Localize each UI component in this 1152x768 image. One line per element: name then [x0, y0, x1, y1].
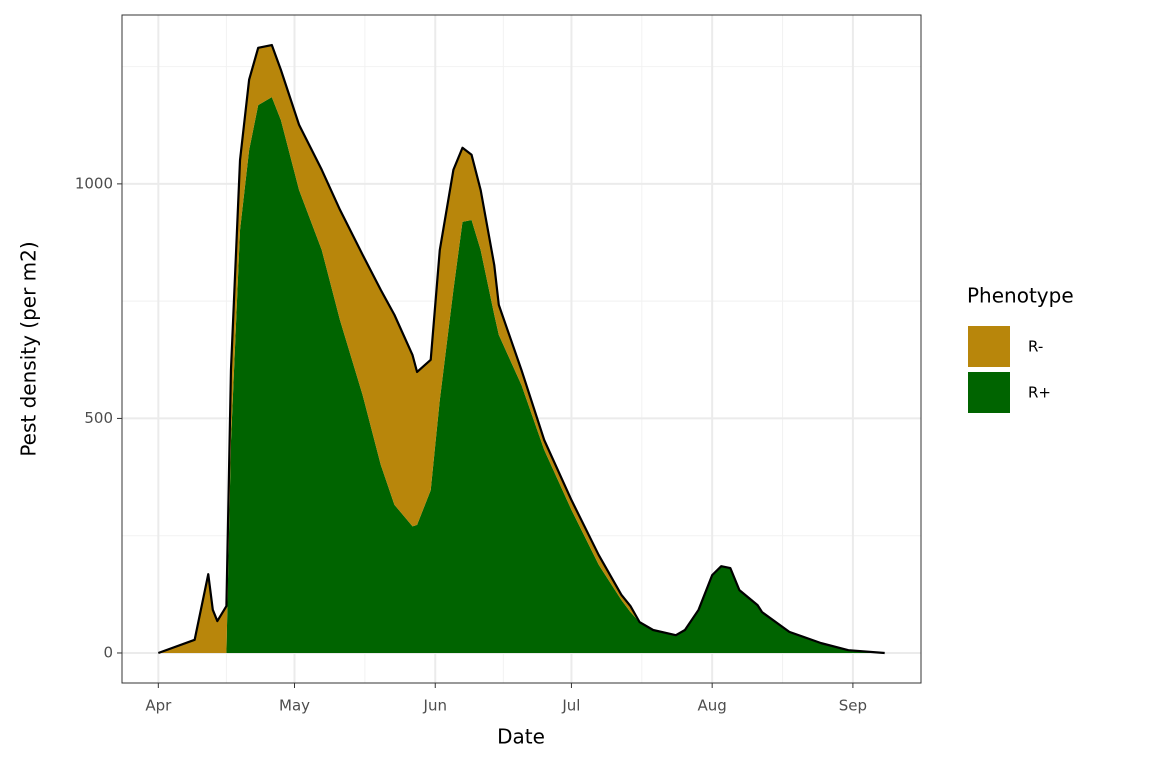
- y-tick-label: 1000: [75, 174, 113, 192]
- outline: [157, 43, 885, 655]
- x-tick-label: Jun: [423, 697, 447, 715]
- x-tick-label: Apr: [145, 697, 172, 715]
- area: [158, 97, 885, 653]
- x-tick-label: Aug: [698, 697, 727, 715]
- x-tick-label: May: [279, 697, 310, 715]
- legend-label: R+: [1028, 384, 1051, 402]
- x-axis-title: Date: [497, 725, 545, 749]
- y-tick-label: 500: [84, 409, 113, 427]
- y-tick-label: 0: [103, 643, 113, 661]
- legend-key: [968, 326, 1010, 367]
- plot-border: [121, 14, 922, 684]
- x-tick-label: Jul: [561, 697, 580, 715]
- x-tick-label: Sep: [839, 697, 867, 715]
- legend-title: Phenotype: [967, 284, 1074, 308]
- legend-label: R-: [1028, 338, 1043, 356]
- y-axis-title: Pest density (per m2): [17, 241, 41, 456]
- legend-key: [968, 372, 1010, 413]
